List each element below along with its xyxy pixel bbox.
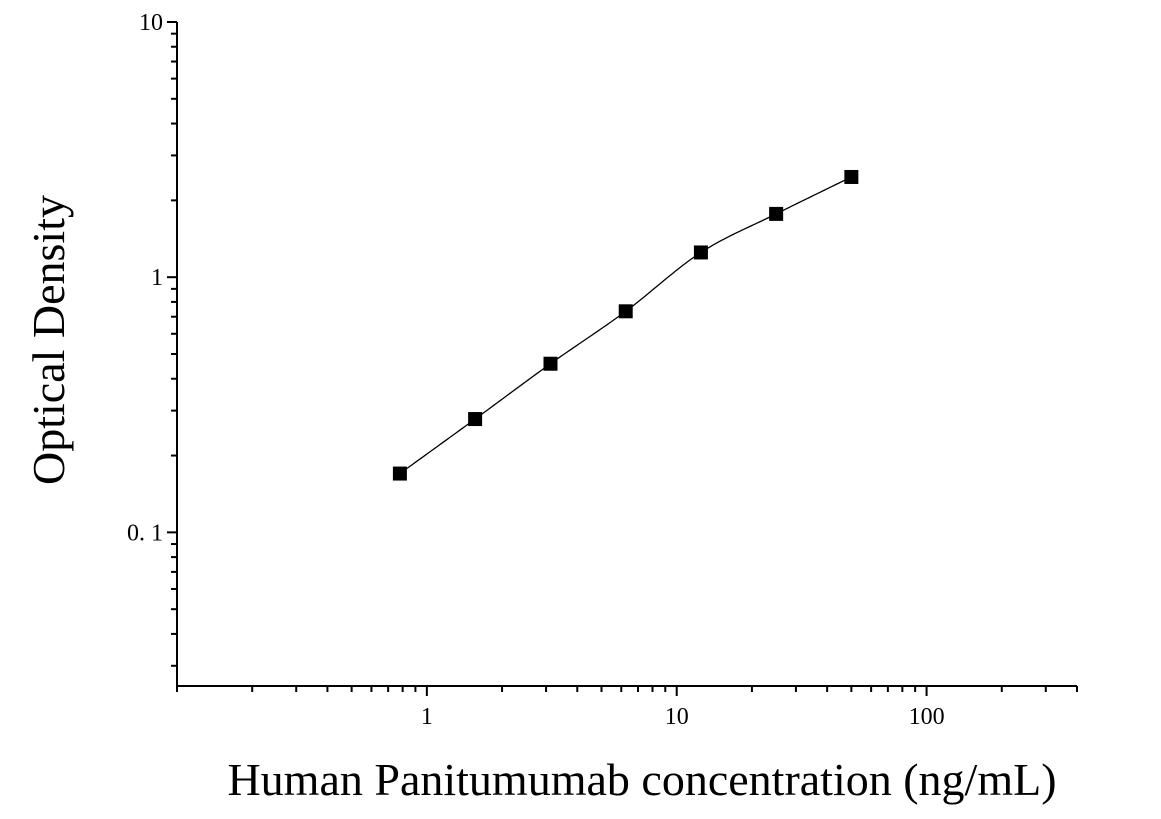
data-point — [618, 304, 633, 319]
data-point — [693, 245, 708, 260]
x-tick-label: 10 — [665, 704, 689, 730]
y-tick-label: 10 — [139, 10, 163, 36]
x-tick-label: 100 — [909, 704, 945, 730]
fit-curve — [399, 176, 852, 475]
data-point — [392, 466, 407, 481]
data-point — [468, 412, 483, 427]
data-point — [844, 169, 859, 184]
x-tick-label: 1 — [421, 704, 433, 730]
data-point — [769, 206, 784, 221]
data-point — [543, 356, 558, 371]
fit-curve-layer — [399, 176, 852, 475]
y-axis-title: Optical Density — [23, 195, 74, 485]
y-tick-label: 1 — [151, 265, 163, 291]
data-points-layer — [392, 169, 859, 481]
y-tick-label: 0. 1 — [127, 520, 163, 546]
axes: 1 10 100 0. 1 1 10 — [127, 10, 1078, 730]
x-axis-title: Human Panitumumab concentration (ng/mL) — [227, 754, 1056, 805]
